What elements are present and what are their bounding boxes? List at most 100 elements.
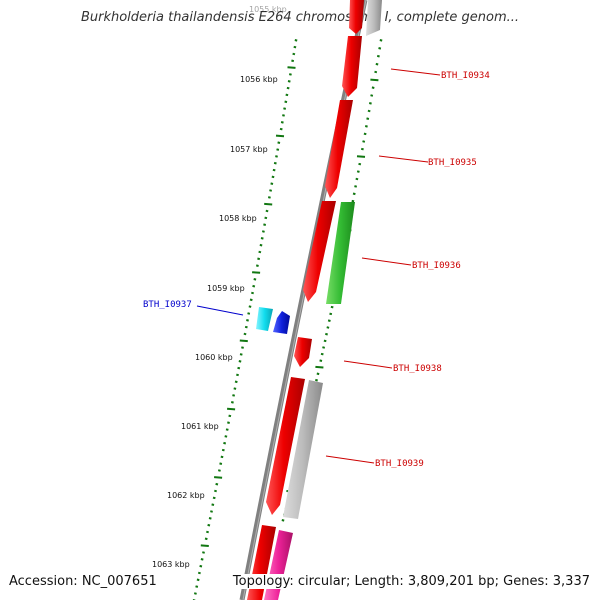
major-tick [252, 271, 261, 274]
gene-label-bth-i0937[interactable]: BTH_I0937 [143, 300, 192, 310]
minor-tick [282, 114, 285, 117]
minor-tick [211, 503, 215, 506]
major-tick [287, 66, 296, 69]
gene-feature-gray[interactable] [366, 0, 382, 36]
minor-tick [323, 339, 327, 343]
minor-tick [376, 54, 380, 58]
minor-tick [371, 86, 375, 89]
minor-tick [224, 435, 228, 438]
gene-feature-bth-i0938[interactable] [294, 337, 312, 367]
gene-feature-bth-i0935[interactable] [325, 100, 353, 198]
minor-tick [270, 182, 274, 185]
minor-tick [214, 489, 217, 493]
gene-label-bth-i0939[interactable]: BTH_I0939 [375, 459, 424, 469]
gene-feature-bth-i0939[interactable] [283, 380, 323, 519]
minor-tick [267, 196, 271, 199]
minor-tick [355, 177, 359, 181]
minor-tick [364, 125, 368, 128]
gene-feature-red[interactable] [266, 377, 305, 515]
minor-tick [356, 170, 360, 173]
minor-tick [284, 100, 288, 104]
major-tick [214, 476, 223, 479]
minor-tick [261, 230, 265, 233]
minor-tick [200, 558, 204, 561]
minor-tick [223, 441, 227, 445]
kbp-label: 1055 kbp [249, 5, 287, 14]
minor-tick [232, 394, 236, 397]
minor-tick [378, 47, 382, 50]
minor-tick [225, 428, 229, 431]
minor-tick [271, 175, 275, 179]
minor-tick [207, 523, 211, 527]
gene-label-bth-i0935[interactable]: BTH_I0935 [428, 158, 477, 168]
minor-tick [352, 192, 356, 196]
major-tick [264, 202, 273, 206]
minor-tick [257, 257, 261, 261]
minor-tick [374, 70, 378, 74]
minor-tick [294, 39, 298, 42]
minor-tick [286, 86, 290, 90]
kbp-label: 1061 kbp [181, 422, 219, 431]
minor-tick [275, 155, 278, 158]
gene-label-bth-i0938[interactable]: BTH_I0938 [393, 364, 442, 374]
minor-tick [291, 59, 295, 63]
map-title: Burkholderia thailandensis E264 chromoso… [80, 10, 520, 25]
minor-tick [215, 482, 219, 486]
minor-tick [293, 45, 297, 49]
minor-tick [195, 585, 199, 588]
gene-feature-bth-i0934[interactable] [342, 36, 362, 97]
minor-tick [206, 530, 209, 534]
minor-tick [292, 52, 296, 56]
minor-tick [228, 414, 232, 418]
minor-tick [276, 148, 280, 151]
gene-feature-blue[interactable] [273, 311, 290, 334]
minor-tick [367, 109, 371, 113]
label-leaders [196, 68, 441, 464]
minor-tick [204, 537, 208, 541]
minor-tick [265, 209, 269, 213]
minor-tick [375, 62, 379, 66]
minor-tick [238, 360, 242, 363]
minor-tick [366, 117, 370, 120]
minor-tick [208, 517, 212, 520]
minor-tick [281, 519, 285, 522]
minor-tick [354, 185, 358, 188]
minor-tick [370, 94, 374, 97]
major-tick [370, 78, 379, 82]
gene-feature-red[interactable] [303, 201, 336, 302]
minor-tick [259, 243, 263, 247]
minor-tick [210, 510, 213, 513]
minor-tick [327, 319, 331, 322]
minor-tick [326, 326, 330, 329]
gene-feature-bth-i0936[interactable] [326, 202, 355, 304]
minor-tick [325, 332, 328, 336]
minor-tick [248, 305, 252, 308]
major-tick [200, 544, 209, 547]
minor-tick [351, 199, 355, 203]
minor-tick [249, 298, 253, 302]
gene-label-bth-i0934[interactable]: BTH_I0934 [441, 71, 490, 81]
minor-tick [320, 352, 324, 356]
gene-label-bth-i0936[interactable]: BTH_I0936 [412, 261, 461, 271]
minor-tick [247, 312, 251, 315]
minor-tick [219, 462, 223, 465]
minor-tick [358, 162, 362, 166]
minor-tick [360, 147, 364, 151]
minor-tick [316, 372, 320, 376]
inner-dotted-track [192, 39, 298, 600]
minor-tick [212, 496, 216, 500]
topology-summary: Topology: circular; Length: 3,809,201 bp… [228, 574, 590, 589]
kbp-label: 1063 kbp [152, 560, 190, 569]
gene-feature-bth-i0937[interactable] [256, 307, 273, 331]
gene-labels: BTH_I0934 BTH_I0935 BTH_I0936 BTH_I0937 … [143, 71, 490, 469]
major-tick [356, 155, 366, 158]
scale-labels: 1055 kbp 1056 kbp 1057 kbp 1058 kbp 1059… [152, 5, 287, 569]
minor-tick [283, 107, 287, 110]
gene-feature-red[interactable] [349, 0, 364, 34]
minor-tick [236, 373, 239, 377]
minor-tick [269, 189, 273, 192]
kbp-label: 1062 kbp [167, 491, 205, 500]
minor-tick [227, 421, 230, 424]
minor-tick [315, 378, 318, 382]
